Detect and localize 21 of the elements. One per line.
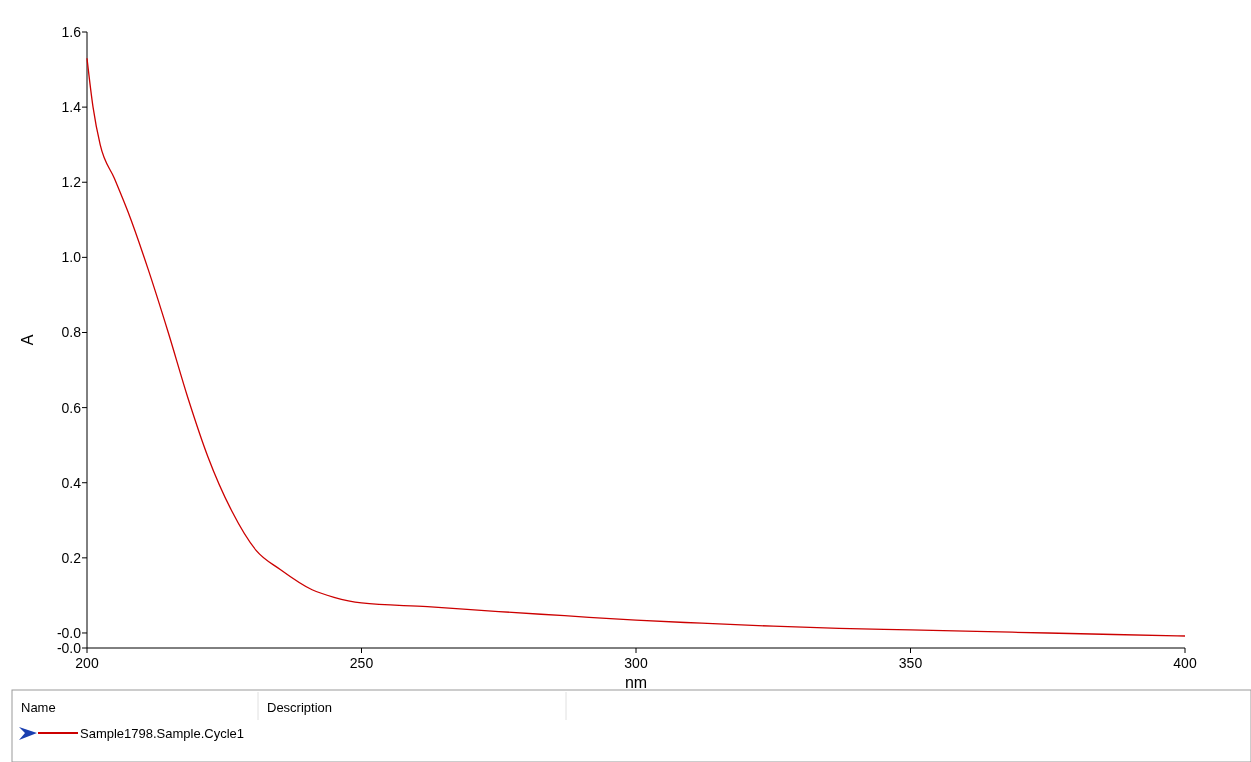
legend-label: Sample1798.Sample.Cycle1 xyxy=(80,726,245,741)
y-tick-label: 1.4 xyxy=(61,99,82,116)
y-tick-label: 1.6 xyxy=(61,23,82,40)
y-tick-label: 0.2 xyxy=(61,549,82,566)
y-tick-label: -0.0 xyxy=(56,624,82,641)
x-tick-label: 200 xyxy=(75,655,99,671)
text: Description xyxy=(267,700,333,715)
line-series xyxy=(86,57,1186,637)
y-tick-label: 1.2 xyxy=(61,174,82,191)
x-tick-label: 250 xyxy=(349,655,374,671)
y-tick-label: -0.0 xyxy=(56,639,82,656)
x-tick-label: 300 xyxy=(624,655,648,671)
y-axis-title: A xyxy=(19,334,36,346)
x-tick-label: 350 xyxy=(898,655,923,671)
legend-title: Name xyxy=(21,700,56,715)
y-tick-label: 1.0 xyxy=(61,249,82,266)
x-tick-label: 400 xyxy=(1173,655,1197,671)
y-tick-label: 0.4 xyxy=(61,474,82,491)
x-axis-title: nm xyxy=(624,674,648,691)
y-tick-label: 0.6 xyxy=(61,399,82,416)
y-tick-label: 0.8 xyxy=(61,324,82,341)
